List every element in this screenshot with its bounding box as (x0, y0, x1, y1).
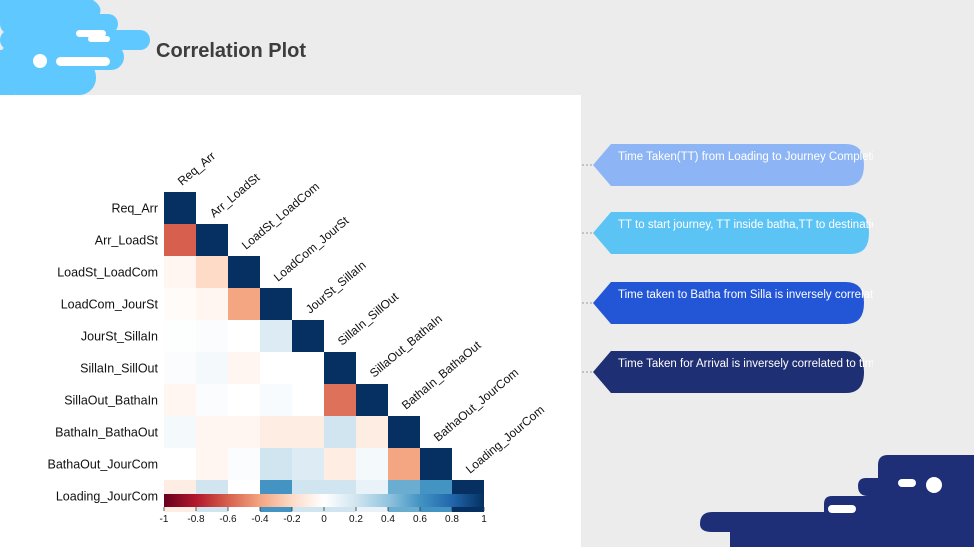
top-left-cloud-highlights (33, 30, 110, 68)
callout-text: TT to start journey, TT inside batha,TT … (618, 219, 873, 231)
heatmap-cell-SillaOut_BathaIn-Req_Arr (164, 384, 196, 416)
row-label-SillaOut_BathaIn: SillaOut_BathaIn (64, 394, 158, 408)
heatmap-cell-Arr_LoadSt-Arr_LoadSt (196, 224, 228, 256)
colorbar (164, 494, 484, 507)
colorbar-tick-label: -1 (160, 514, 169, 525)
column-label-Arr_LoadSt: Arr_LoadSt (207, 170, 263, 220)
heatmap-cell-BathaIn_BathaOut-LoadSt_LoadCom (228, 416, 260, 448)
heatmap-cell-LoadSt_LoadCom-LoadSt_LoadCom (228, 256, 260, 288)
heatmap-cell-SillaIn_SillOut-Arr_LoadSt (196, 352, 228, 384)
heatmap-cell-SillaIn_SillOut-SillaIn_SillOut (324, 352, 356, 384)
heatmap-cell-BathaOut_JourCom-Req_Arr (164, 448, 196, 480)
callout-text: Time taken to Batha from Silla is invers… (618, 289, 873, 301)
heatmap-cell-LoadSt_LoadCom-Req_Arr (164, 256, 196, 288)
column-label-JourSt_SillaIn: JourSt_SillaIn (303, 258, 369, 316)
heatmap-cell-JourSt_SillaIn-LoadSt_LoadCom (228, 320, 260, 352)
heatmap-cell-SillaIn_SillOut-Req_Arr (164, 352, 196, 384)
row-label-Req_Arr: Req_Arr (111, 202, 158, 216)
heatmap-cell-BathaOut_JourCom-LoadCom_JourSt (260, 448, 292, 480)
heatmap-cell-BathaIn_BathaOut-JourSt_SillaIn (292, 416, 324, 448)
column-label-SillaOut_BathaIn: SillaOut_BathaIn (367, 312, 445, 381)
heatmap-cell-BathaOut_JourCom-SillaIn_SillOut (324, 448, 356, 480)
heatmap-cell-LoadCom_JourSt-Req_Arr (164, 288, 196, 320)
heatmap-cell-LoadCom_JourSt-LoadCom_JourSt (260, 288, 292, 320)
heatmap-cell-BathaIn_BathaOut-SillaIn_SillOut (324, 416, 356, 448)
heatmap-cell-BathaOut_JourCom-SillaOut_BathaIn (356, 448, 388, 480)
row-label-BathaIn_BathaOut: BathaIn_BathaOut (55, 426, 158, 440)
row-label-Loading_JourCom: Loading_JourCom (56, 490, 158, 504)
row-label-LoadCom_JourSt: LoadCom_JourSt (61, 298, 159, 312)
heatmap-cell-BathaIn_BathaOut-Req_Arr (164, 416, 196, 448)
heatmap-cell-JourSt_SillaIn-LoadCom_JourSt (260, 320, 292, 352)
row-label-LoadSt_LoadCom: LoadSt_LoadCom (57, 266, 158, 280)
heatmap-cell-JourSt_SillaIn-Req_Arr (164, 320, 196, 352)
heatmap-cell-SillaOut_BathaIn-Arr_LoadSt (196, 384, 228, 416)
heatmap-cell-SillaOut_BathaIn-SillaIn_SillOut (324, 384, 356, 416)
colorbar-tick-label: 0.8 (445, 514, 459, 525)
heatmap-cell-BathaOut_JourCom-JourSt_SillaIn (292, 448, 324, 480)
colorbar-tick-label: 0.2 (349, 514, 363, 525)
callout-text: Time Taken(TT) from Loading to Journey C… (618, 151, 873, 163)
heatmap-cell-SillaOut_BathaIn-JourSt_SillaIn (292, 384, 324, 416)
row-label-SillaIn_SillOut: SillaIn_SillOut (80, 362, 158, 376)
colorbar-tick-label: 0.6 (413, 514, 427, 525)
heatmap-cell-LoadCom_JourSt-LoadSt_LoadCom (228, 288, 260, 320)
heatmap-cell-Req_Arr-Req_Arr (164, 192, 196, 224)
callout-text: Time Taken for Arrival is inversely corr… (618, 358, 873, 370)
column-label-Req_Arr: Req_Arr (175, 149, 218, 188)
heatmap-cell-BathaOut_JourCom-LoadSt_LoadCom (228, 448, 260, 480)
heatmap-cell-SillaIn_SillOut-LoadCom_JourSt (260, 352, 292, 384)
colorbar-tick-label: -0.6 (219, 514, 237, 525)
page-title: Correlation Plot (156, 40, 307, 62)
callout-shape (582, 212, 869, 254)
row-label-JourSt_SillaIn: JourSt_SillaIn (81, 330, 158, 344)
colorbar-tick-label: -0.2 (283, 514, 301, 525)
bottom-right-cloud-shape (700, 455, 974, 547)
heatmap-cell-BathaOut_JourCom-BathaIn_BathaOut (388, 448, 420, 480)
heatmap-cell-BathaIn_BathaOut-BathaIn_BathaOut (388, 416, 420, 448)
heatmap-cell-SillaOut_BathaIn-SillaOut_BathaIn (356, 384, 388, 416)
correlation-heatmap: Req_ArrArr_LoadStLoadSt_LoadComLoadCom_J… (48, 149, 548, 525)
heatmap-cell-BathaIn_BathaOut-Arr_LoadSt (196, 416, 228, 448)
column-label-SillaIn_SillOut: SillaIn_SillOut (335, 289, 402, 348)
heatmap-cell-Arr_LoadSt-Req_Arr (164, 224, 196, 256)
top-left-cloud-shape (0, 0, 150, 95)
callout-inverse-silla: Time taken to Batha from Silla is invers… (581, 282, 881, 324)
heatmap-cell-JourSt_SillaIn-JourSt_SillaIn (292, 320, 324, 352)
heatmap-cell-BathaIn_BathaOut-LoadCom_JourSt (260, 416, 292, 448)
callout-well-correlated: TT to start journey, TT inside batha,TT … (581, 212, 881, 254)
chart-panel: Req_Arr Arr_LoadSt LoadSt_LoadCom LoadCom_J… (0, 95, 581, 547)
heatmap-cell-SillaOut_BathaIn-LoadSt_LoadCom (228, 384, 260, 416)
heatmap-cell-JourSt_SillaIn-Arr_LoadSt (196, 320, 228, 352)
row-label-Arr_LoadSt: Arr_LoadSt (95, 234, 159, 248)
callout-shape (582, 351, 864, 393)
heatmap-cell-LoadSt_LoadCom-Arr_LoadSt (196, 256, 228, 288)
callout-shape (582, 144, 864, 186)
colorbar-tick-label: -0.8 (187, 514, 205, 525)
colorbar-tick-label: 1 (481, 514, 487, 525)
heatmap-cell-SillaIn_SillOut-JourSt_SillaIn (292, 352, 324, 384)
heatmap-cell-BathaOut_JourCom-BathaOut_JourCom (420, 448, 452, 480)
row-label-BathaOut_JourCom: BathaOut_JourCom (48, 458, 158, 472)
heatmap-cell-BathaIn_BathaOut-SillaOut_BathaIn (356, 416, 388, 448)
callout-shape (582, 282, 864, 324)
colorbar-tick-label: -0.4 (251, 514, 269, 525)
heatmap-cell-LoadCom_JourSt-Arr_LoadSt (196, 288, 228, 320)
colorbar-tick-label: 0 (321, 514, 327, 525)
heatmap-cell-SillaOut_BathaIn-LoadCom_JourSt (260, 384, 292, 416)
heatmap-cell-BathaOut_JourCom-Arr_LoadSt (196, 448, 228, 480)
callout-dependent-variable: Time Taken(TT) from Loading to Journey C… (581, 144, 881, 186)
callout-inverse-arrival: Time Taken for Arrival is inversely corr… (581, 351, 881, 393)
heatmap-cell-SillaIn_SillOut-LoadSt_LoadCom (228, 352, 260, 384)
colorbar-tick-label: 0.4 (381, 514, 395, 525)
